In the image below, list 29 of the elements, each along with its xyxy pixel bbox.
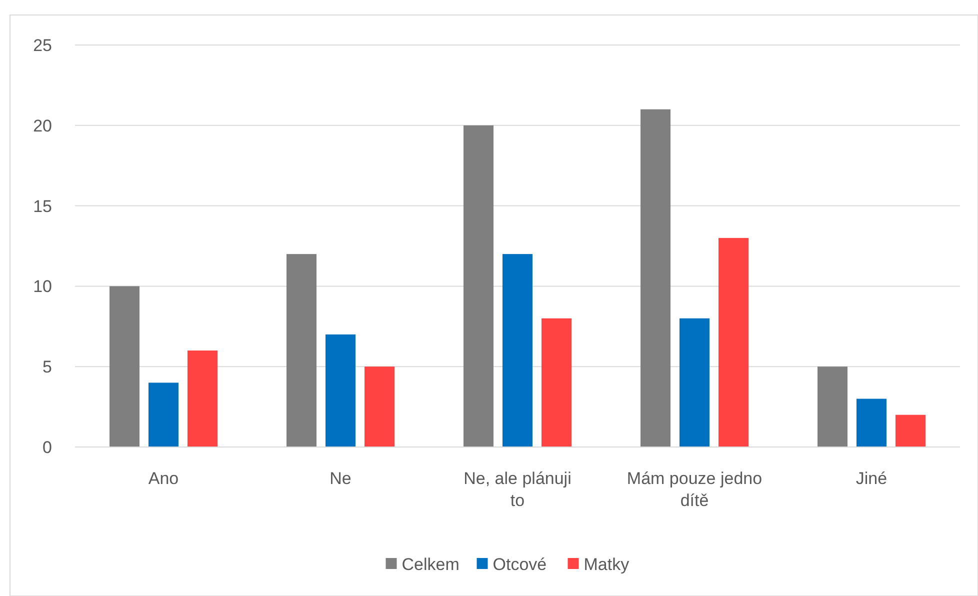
bar [326,334,356,447]
legend-label: Celkem [402,554,460,574]
bar [502,254,532,447]
x-tick-label: Ne, ale plánuji to [464,469,572,510]
x-tick-label: Jiné [856,469,888,488]
y-tick-label: 20 [33,116,52,136]
legend-label: Otcové [492,554,547,574]
bar [896,414,926,447]
x-tick-label: Mám pouze jedno dítě [626,469,762,510]
y-tick-label: 10 [33,277,52,296]
bar [110,286,140,447]
x-tick-label: Ne [330,469,352,488]
y-tick-label: 15 [33,196,52,216]
bar [464,125,494,447]
bar [818,366,848,447]
y-tick-label: 25 [33,36,52,55]
bar [680,318,710,447]
x-tick-label: Ano [148,469,179,488]
bar [286,254,316,447]
legend-label: Matky [584,554,630,574]
bar [542,318,572,447]
y-tick-label: 0 [42,438,52,457]
bar [364,366,394,447]
bar [188,350,218,447]
bar [640,109,670,447]
bar [718,238,748,447]
bar [148,382,178,447]
bar [856,398,886,447]
y-tick-label: 5 [42,358,52,377]
